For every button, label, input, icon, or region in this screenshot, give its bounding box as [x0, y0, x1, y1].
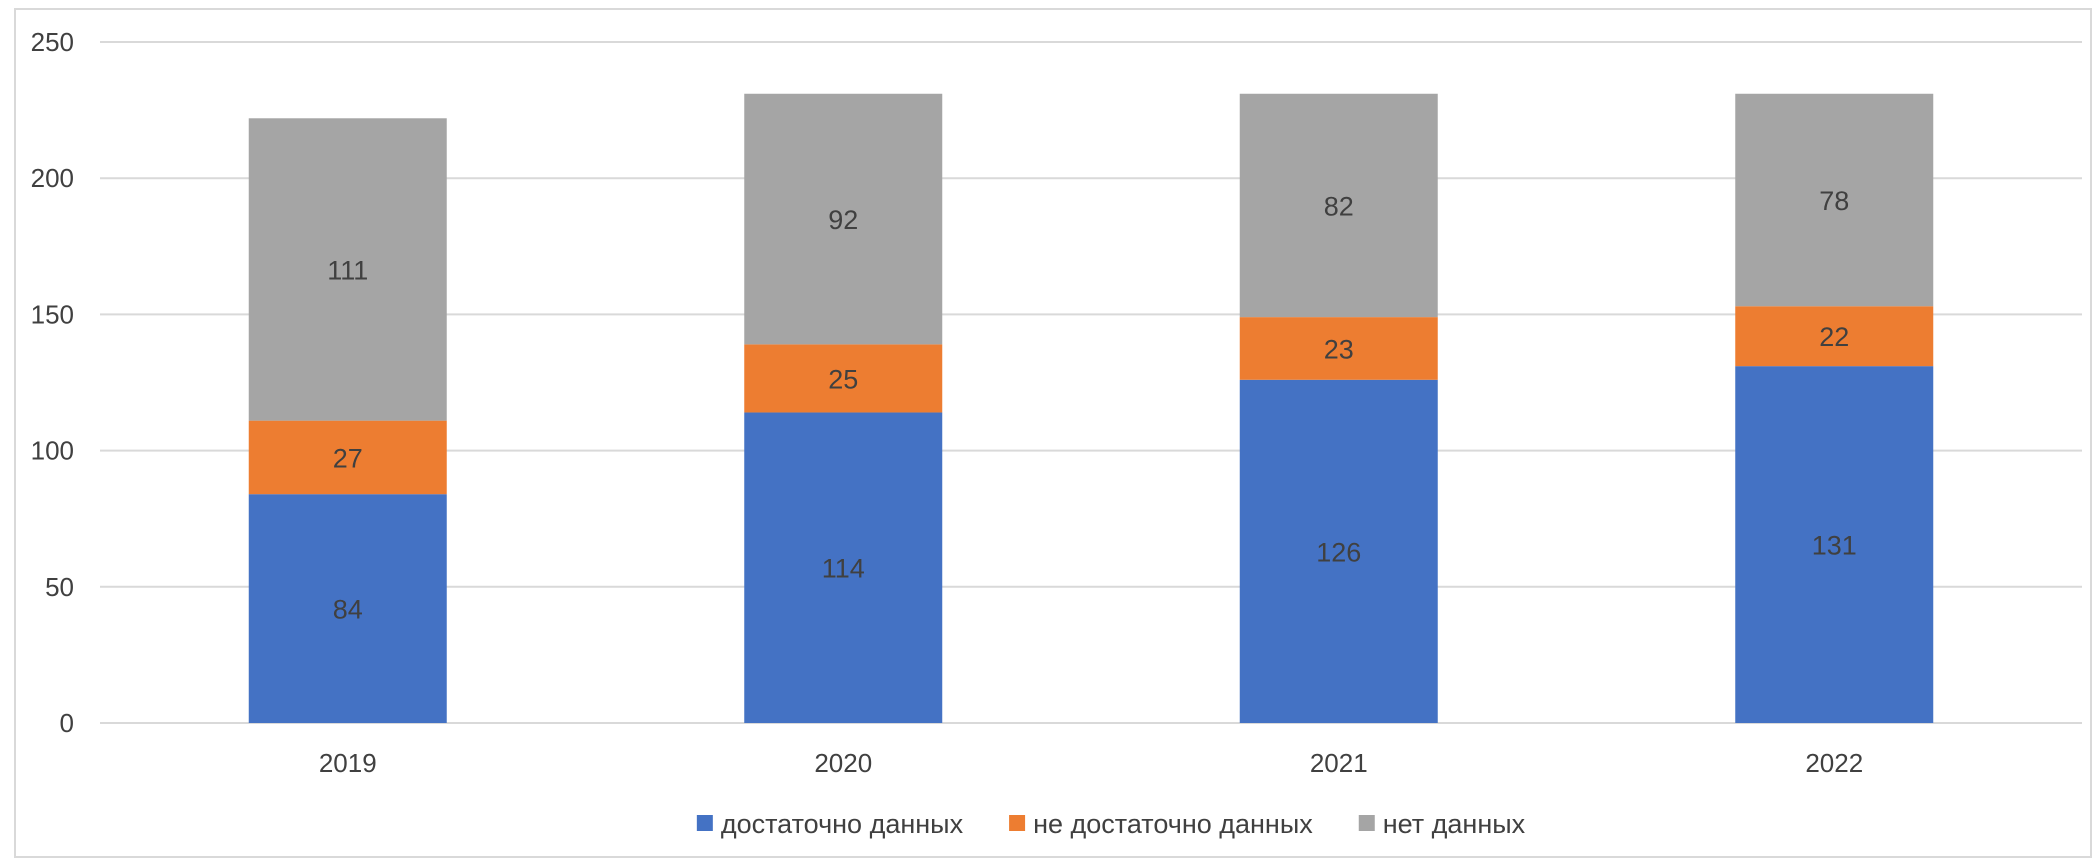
x-tick-label-2020: 2020	[814, 748, 872, 778]
data-label-2020-series-0: 114	[822, 554, 865, 584]
data-label-2022-series-1: 22	[1819, 322, 1849, 352]
y-axis-tick-labels: 0 50 100 150 200 250	[31, 27, 74, 738]
legend-label-series-2: нет данных	[1383, 809, 1526, 839]
data-label-2020-series-2: 92	[828, 205, 858, 235]
x-axis-tick-labels: 2019 2020 2021 2022	[319, 748, 1863, 778]
data-label-2020-series-1: 25	[828, 364, 858, 394]
bar-2022-series-0	[1735, 366, 1934, 723]
data-label-2021-series-0: 126	[1316, 537, 1361, 567]
x-tick-label-2021: 2021	[1310, 748, 1368, 778]
x-tick-label-2019: 2019	[319, 748, 377, 778]
legend-label-series-1: не достаточно данных	[1033, 809, 1313, 839]
bar-2019-series-0	[248, 494, 447, 723]
bar-2021-series-1	[1239, 317, 1438, 380]
bar-2020-series-0	[744, 412, 943, 723]
legend-label-series-0: достаточно данных	[721, 809, 964, 839]
data-label-2021-series-1: 23	[1324, 334, 1354, 364]
data-label-2019-series-2: 111	[327, 255, 368, 285]
bar-2021-series-0	[1239, 379, 1438, 723]
legend-swatch-series-1	[1009, 815, 1026, 831]
data-label-2022-series-2: 78	[1819, 186, 1849, 216]
data-labels: 84 27 111 114 25 92 126 23 82 131 22 78	[327, 186, 1857, 625]
legend-swatch-series-0	[696, 815, 713, 831]
data-label-2019-series-1: 27	[333, 443, 363, 473]
bars	[248, 93, 1934, 723]
x-tick-label-2022: 2022	[1805, 748, 1863, 778]
bar-2019-series-1	[248, 420, 447, 495]
y-tick-label-0: 0	[60, 708, 74, 738]
y-tick-label-50: 50	[45, 572, 74, 602]
data-label-2019-series-0: 84	[333, 595, 363, 625]
y-tick-label-250: 250	[31, 27, 74, 57]
bar-2021-series-2	[1239, 93, 1438, 318]
bar-2022-series-1	[1735, 306, 1934, 367]
bar-2019-series-2	[248, 118, 447, 421]
bar-2020-series-1	[744, 344, 943, 413]
y-tick-label-200: 200	[31, 163, 74, 193]
data-label-2021-series-2: 82	[1324, 191, 1354, 221]
y-tick-label-100: 100	[31, 436, 74, 466]
y-tick-label-150: 150	[31, 299, 74, 329]
bar-2022-series-2	[1735, 93, 1934, 307]
legend: достаточно данных не достаточно данных нет…	[696, 809, 1526, 839]
data-label-2022-series-0: 131	[1812, 531, 1857, 561]
legend-swatch-series-2	[1358, 815, 1375, 831]
bar-2020-series-2	[744, 93, 943, 345]
